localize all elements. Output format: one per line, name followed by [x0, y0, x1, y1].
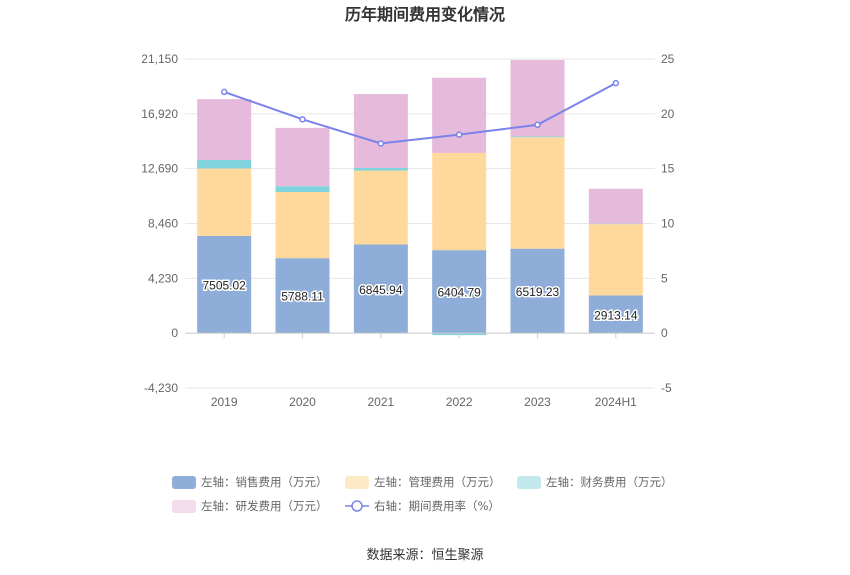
legend-swatch — [345, 476, 369, 489]
right-axis-tick-label: 10 — [661, 217, 675, 231]
x-axis-tick-label: 2024H1 — [595, 395, 637, 409]
bar-segment — [275, 186, 330, 193]
bar-data-label: 6404.79 — [437, 286, 481, 300]
bar-data-label: 2913.14 — [594, 308, 638, 322]
right-axis-tick-label: 15 — [661, 162, 675, 176]
x-axis-tick-label: 2019 — [211, 395, 238, 409]
bar-segment — [197, 160, 252, 169]
bar-segment — [197, 168, 252, 236]
bar-segment — [197, 99, 252, 161]
axis-layer: -4,230 0 4,230 8,460 12,690 16,920 21,150 -5 0 5 1… — [141, 52, 674, 409]
left-axis-tick-label: 0 — [171, 326, 178, 340]
legend-label: 左轴：销售费用（万元） — [201, 475, 328, 489]
bar-segment — [510, 136, 565, 138]
bar-segment — [588, 188, 643, 224]
left-axis-tick-label: 8,460 — [148, 217, 178, 231]
line-layer — [220, 79, 620, 147]
legend: 左轴：销售费用（万元） 左轴：管理费用（万元） 左轴：财务费用（万元） 左轴：研发费用… — [172, 475, 673, 513]
bar-segment — [275, 127, 330, 187]
legend-swatch — [172, 476, 196, 489]
rate-point — [455, 131, 463, 138]
bar-segment — [432, 77, 487, 153]
bar-segment — [197, 235, 252, 334]
data-source: 数据来源：恒生聚源 — [366, 548, 483, 563]
rate-point — [534, 121, 541, 129]
left-axis-tick-label: 21,150 — [141, 52, 178, 66]
bar-data-label: 5788.11 — [281, 290, 324, 304]
legend-label: 左轴：财务费用（万元） — [546, 475, 673, 489]
right-axis-tick-label: 0 — [661, 326, 668, 340]
label-layer: 7505.02 5788.11 6845.94 6404.79 6519.23 2913.… — [201, 277, 639, 324]
left-axis-tick-label: 16,920 — [141, 107, 178, 121]
bar-layer — [197, 59, 643, 336]
bar-data-label: 7505.02 — [202, 279, 246, 293]
x-axis-tick-label: 2022 — [446, 395, 473, 409]
x-axis-tick-label: 2021 — [367, 395, 394, 409]
bar-segment — [353, 170, 408, 245]
bar-segment — [353, 94, 408, 168]
right-axis-tick-label: 25 — [661, 52, 675, 66]
legend-label: 左轴：管理费用（万元） — [374, 475, 501, 489]
legend-swatch — [172, 500, 196, 513]
legend-label: 右轴：期间费用率（%） — [374, 499, 500, 513]
rate-line — [223, 82, 617, 145]
bar-segment — [353, 244, 408, 334]
bar-segment — [432, 152, 487, 251]
bar-data-label: 6845.94 — [359, 283, 403, 297]
bar-segment — [275, 258, 330, 334]
left-axis-tick-label: 4,230 — [148, 271, 178, 285]
x-axis-tick-label: 2020 — [289, 395, 316, 409]
bar-segment — [510, 137, 565, 249]
x-axis-tick-label: 2023 — [524, 395, 551, 409]
rate-point — [377, 140, 385, 147]
bar-segment — [588, 295, 643, 334]
rate-point — [612, 79, 620, 87]
right-axis-tick-label: -5 — [661, 381, 672, 395]
rate-point — [299, 116, 306, 123]
legend-marker — [351, 500, 363, 512]
bar-segment — [353, 167, 408, 171]
bar-segment — [275, 192, 330, 259]
legend-swatch — [517, 476, 541, 489]
chart-title: 历年期间费用变化情况 — [345, 5, 505, 24]
left-axis-tick-label: -4,230 — [144, 381, 178, 395]
bar-segment — [588, 224, 643, 296]
bar-segment — [432, 250, 487, 334]
grid-layer — [185, 58, 655, 389]
right-axis-tick-label: 5 — [661, 271, 668, 285]
right-axis-tick-label: 20 — [661, 107, 675, 121]
rate-point — [220, 88, 228, 96]
bar-segment — [510, 248, 565, 334]
left-axis-tick-label: 12,690 — [141, 162, 178, 176]
legend-label: 左轴：研发费用（万元） — [201, 499, 328, 513]
bar-data-label: 6519.23 — [516, 285, 560, 299]
